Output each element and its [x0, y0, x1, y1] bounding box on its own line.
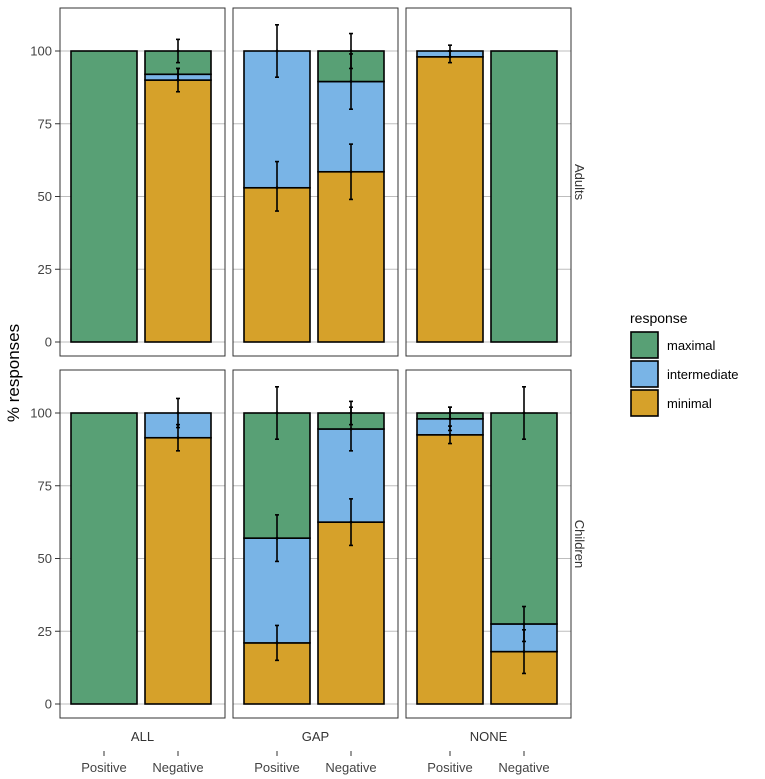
y-tick-label: 50 — [38, 189, 52, 204]
error-bar-point — [349, 427, 353, 431]
y-axis-title: % responses — [4, 324, 23, 422]
error-bar-point — [448, 411, 452, 415]
error-bar-point — [349, 80, 353, 83]
x-tick-label-negative: Negative — [325, 760, 376, 775]
y-tick-label: 50 — [38, 551, 52, 566]
error-bar-point — [349, 411, 353, 415]
y-tick-label: 25 — [38, 624, 52, 639]
error-bar-point — [176, 72, 180, 76]
y-tick-label: 25 — [38, 262, 52, 277]
column-label-none: NONE — [470, 729, 508, 744]
error-bar-point — [176, 411, 180, 415]
error-bar-point — [275, 186, 279, 190]
bar-segment-minimal-adults-none-positive — [416, 56, 484, 343]
bar-segment-maximal-children-none-negative — [490, 412, 558, 625]
error-bar-point — [522, 411, 526, 415]
panel-border-adults-all — [59, 7, 226, 357]
y-tick-label: 0 — [45, 697, 52, 712]
x-tick-label-positive: Positive — [427, 760, 473, 775]
error-bar-point — [448, 433, 452, 437]
bar-segment-maximal-children-all-positive — [70, 412, 138, 705]
legend-key-intermediate — [630, 360, 659, 388]
error-bar-point — [275, 641, 279, 645]
y-tick-label: 75 — [38, 116, 52, 131]
error-bar-point — [176, 436, 180, 440]
y-tick-label: 100 — [30, 44, 52, 59]
panel-border-children-all — [59, 369, 226, 719]
y-tick-label: 100 — [30, 406, 52, 421]
panel-border-adults-gap — [232, 7, 399, 357]
bar-segment-minimal-children-gap-negative — [317, 521, 385, 705]
bar-segment-maximal-adults-all-positive — [70, 50, 138, 343]
panel-border-adults-none — [405, 7, 572, 357]
bar-segment-maximal-adults-none-negative — [490, 50, 558, 343]
y-tick-label: 75 — [38, 478, 52, 493]
x-tick-label-positive: Positive — [81, 760, 127, 775]
error-bar-point — [522, 622, 526, 626]
error-bar-point — [176, 49, 180, 53]
bar-segment-minimal-adults-all-negative — [144, 79, 212, 343]
x-tick-label-negative: Negative — [152, 760, 203, 775]
legend-title: response — [630, 310, 688, 326]
column-label-gap: GAP — [302, 729, 329, 744]
error-bar-point — [448, 49, 452, 53]
legend-key-maximal — [630, 331, 659, 359]
bar-segment-minimal-adults-gap-positive — [243, 186, 311, 343]
bar-segment-minimal-children-all-negative — [144, 436, 212, 705]
panel-border-children-none — [405, 369, 572, 719]
error-bar-point — [349, 170, 353, 174]
error-bar-point — [522, 650, 526, 654]
error-bar-point — [275, 411, 279, 415]
column-label-all: ALL — [131, 729, 154, 744]
legend-label-minimal: minimal — [667, 396, 712, 411]
error-bar-point — [349, 520, 353, 524]
strip-label-children: Children — [572, 520, 587, 568]
error-bar-point — [275, 49, 279, 53]
x-tick-label-negative: Negative — [498, 760, 549, 775]
error-bar-point — [275, 536, 279, 540]
legend-label-intermediate: intermediate — [667, 367, 739, 382]
x-tick-label-positive: Positive — [254, 760, 300, 775]
y-tick-label: 0 — [45, 335, 52, 350]
bar-segment-minimal-children-none-positive — [416, 434, 484, 705]
error-bar-point — [349, 49, 353, 53]
panel-border-children-gap — [232, 369, 399, 719]
bar-segment-minimal-children-none-negative — [490, 650, 558, 705]
legend-label-maximal: maximal — [667, 338, 716, 353]
strip-label-adults: Adults — [572, 164, 587, 201]
legend-key-minimal — [630, 389, 659, 417]
